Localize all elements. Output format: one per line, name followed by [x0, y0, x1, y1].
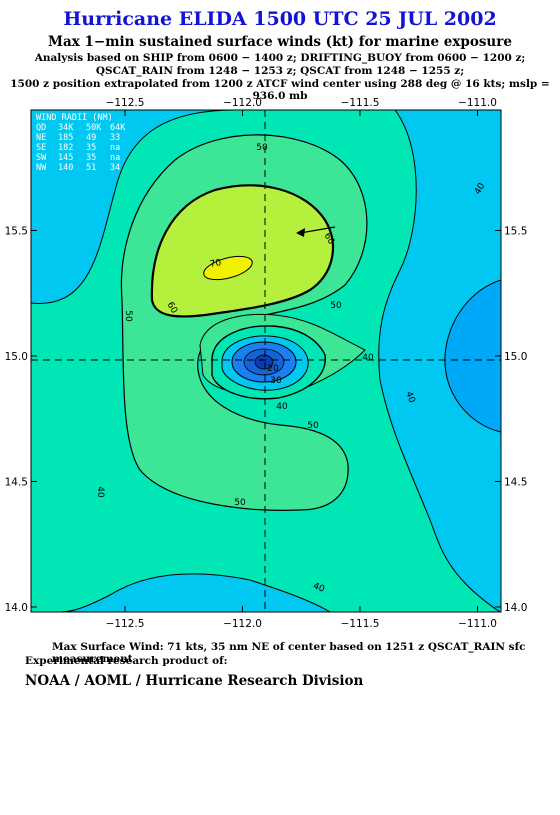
- lat-label-left: 14.5: [5, 476, 28, 488]
- wind-radii-cell: na: [110, 143, 120, 153]
- wind-radii-cell: 34: [110, 163, 120, 173]
- max-wind-arrow: [299, 226, 336, 234]
- wind-radii-cell: NE: [36, 133, 46, 143]
- contour-label: 30: [270, 376, 282, 386]
- contour-label: 70: [209, 258, 222, 270]
- lon-label-bottom: −112.0: [223, 618, 262, 630]
- lon-label-top: −112.0: [223, 97, 262, 109]
- contour-label: 40: [362, 353, 374, 363]
- analysis-line-3: 1500 z position extrapolated from 1200 z…: [10, 78, 550, 102]
- contour-label: 40: [312, 581, 326, 594]
- lon-label-top: −112.5: [106, 97, 145, 109]
- contour-label: 40: [95, 486, 105, 498]
- lat-label-left: 15.5: [5, 225, 28, 237]
- wind-radii-cell: 51: [86, 163, 96, 173]
- wind-max-core: [203, 255, 253, 281]
- lon-label-bottom: −111.0: [458, 618, 497, 630]
- wind-radii-cell: 185: [58, 133, 73, 143]
- wind-field: [31, 110, 501, 612]
- contour-label: 40: [403, 390, 416, 404]
- eye: [254, 354, 274, 370]
- contour-label: 50: [234, 498, 246, 508]
- wind-radii-cell: 49: [86, 133, 96, 143]
- wind-radii-table: WIND RADII (NM) QD 34K 50K 64K NE 185 49 33 SE 18…: [36, 113, 126, 173]
- wind-radii-cell: NW: [36, 163, 47, 173]
- max-wind-arrowhead: [296, 228, 305, 237]
- experimental-note: Experimental research product of:: [25, 655, 228, 667]
- map-subtitle: Max 1−min sustained surface winds (kt) f…: [48, 34, 512, 50]
- lon-label-bottom: −111.5: [341, 618, 380, 630]
- lat-label-right: 14.5: [504, 476, 527, 488]
- analysis-line-1: Analysis based on SHIP from 0600 − 1400 …: [34, 52, 526, 64]
- lat-label-right: 14.0: [504, 602, 527, 614]
- organization-name: NOAA / AOML / Hurricane Research Divisio…: [25, 673, 364, 689]
- wind-radii-cell: 35: [86, 153, 96, 163]
- wind-radii-title: WIND RADII (NM): [36, 113, 113, 123]
- wind-band-60-70: [150, 184, 334, 318]
- wind-radii-cell: 145: [58, 153, 73, 163]
- lat-label-left: 14.0: [5, 602, 28, 614]
- lon-label-top: −111.0: [458, 97, 497, 109]
- wind-radii-cell: 140: [58, 163, 73, 173]
- max-wind-note: Max Surface Wind: 71 kts, 35 nm NE of ce…: [52, 641, 526, 665]
- low-wind-region: [444, 279, 501, 433]
- wind-radii-cell: SE: [36, 143, 46, 153]
- lat-label-right: 15.5: [504, 225, 527, 237]
- wind-radii-cell: 35: [86, 143, 96, 153]
- wind-radii-cell: 182: [58, 143, 73, 153]
- contour-label: 20: [267, 364, 279, 374]
- wind-radii-header-cell: QD: [36, 123, 46, 133]
- contour-label: 50: [330, 301, 342, 311]
- lon-label-bottom: −112.5: [106, 618, 145, 630]
- contour-label: 40: [276, 402, 288, 412]
- map-axes: −112.5 −112.5 −112.0 −112.0 −111.5 −111.5 −111…: [5, 97, 528, 630]
- wind-radii-cell: na: [110, 153, 120, 163]
- wind-radii-header-cell: 50K: [86, 123, 102, 133]
- contour-label: 50: [123, 310, 133, 322]
- contour-label: 50: [256, 143, 268, 153]
- contour-label: 50: [307, 421, 319, 431]
- lat-label-right: 15.0: [504, 351, 527, 363]
- analysis-line-2: QSCAT_RAIN from 1248 − 1253 z; QSCAT fro…: [95, 65, 465, 77]
- wind-radii-header-cell: 64K: [110, 123, 126, 133]
- lon-label-top: −111.5: [341, 97, 380, 109]
- wind-radii-cell: 33: [110, 133, 120, 143]
- lat-label-left: 15.0: [5, 351, 28, 363]
- wind-radii-header-cell: 34K: [58, 123, 74, 133]
- wind-radii-cell: SW: [36, 153, 47, 163]
- plot-frame: [30, 109, 502, 613]
- map-title: Hurricane ELIDA 1500 UTC 25 JUL 2002: [63, 8, 497, 30]
